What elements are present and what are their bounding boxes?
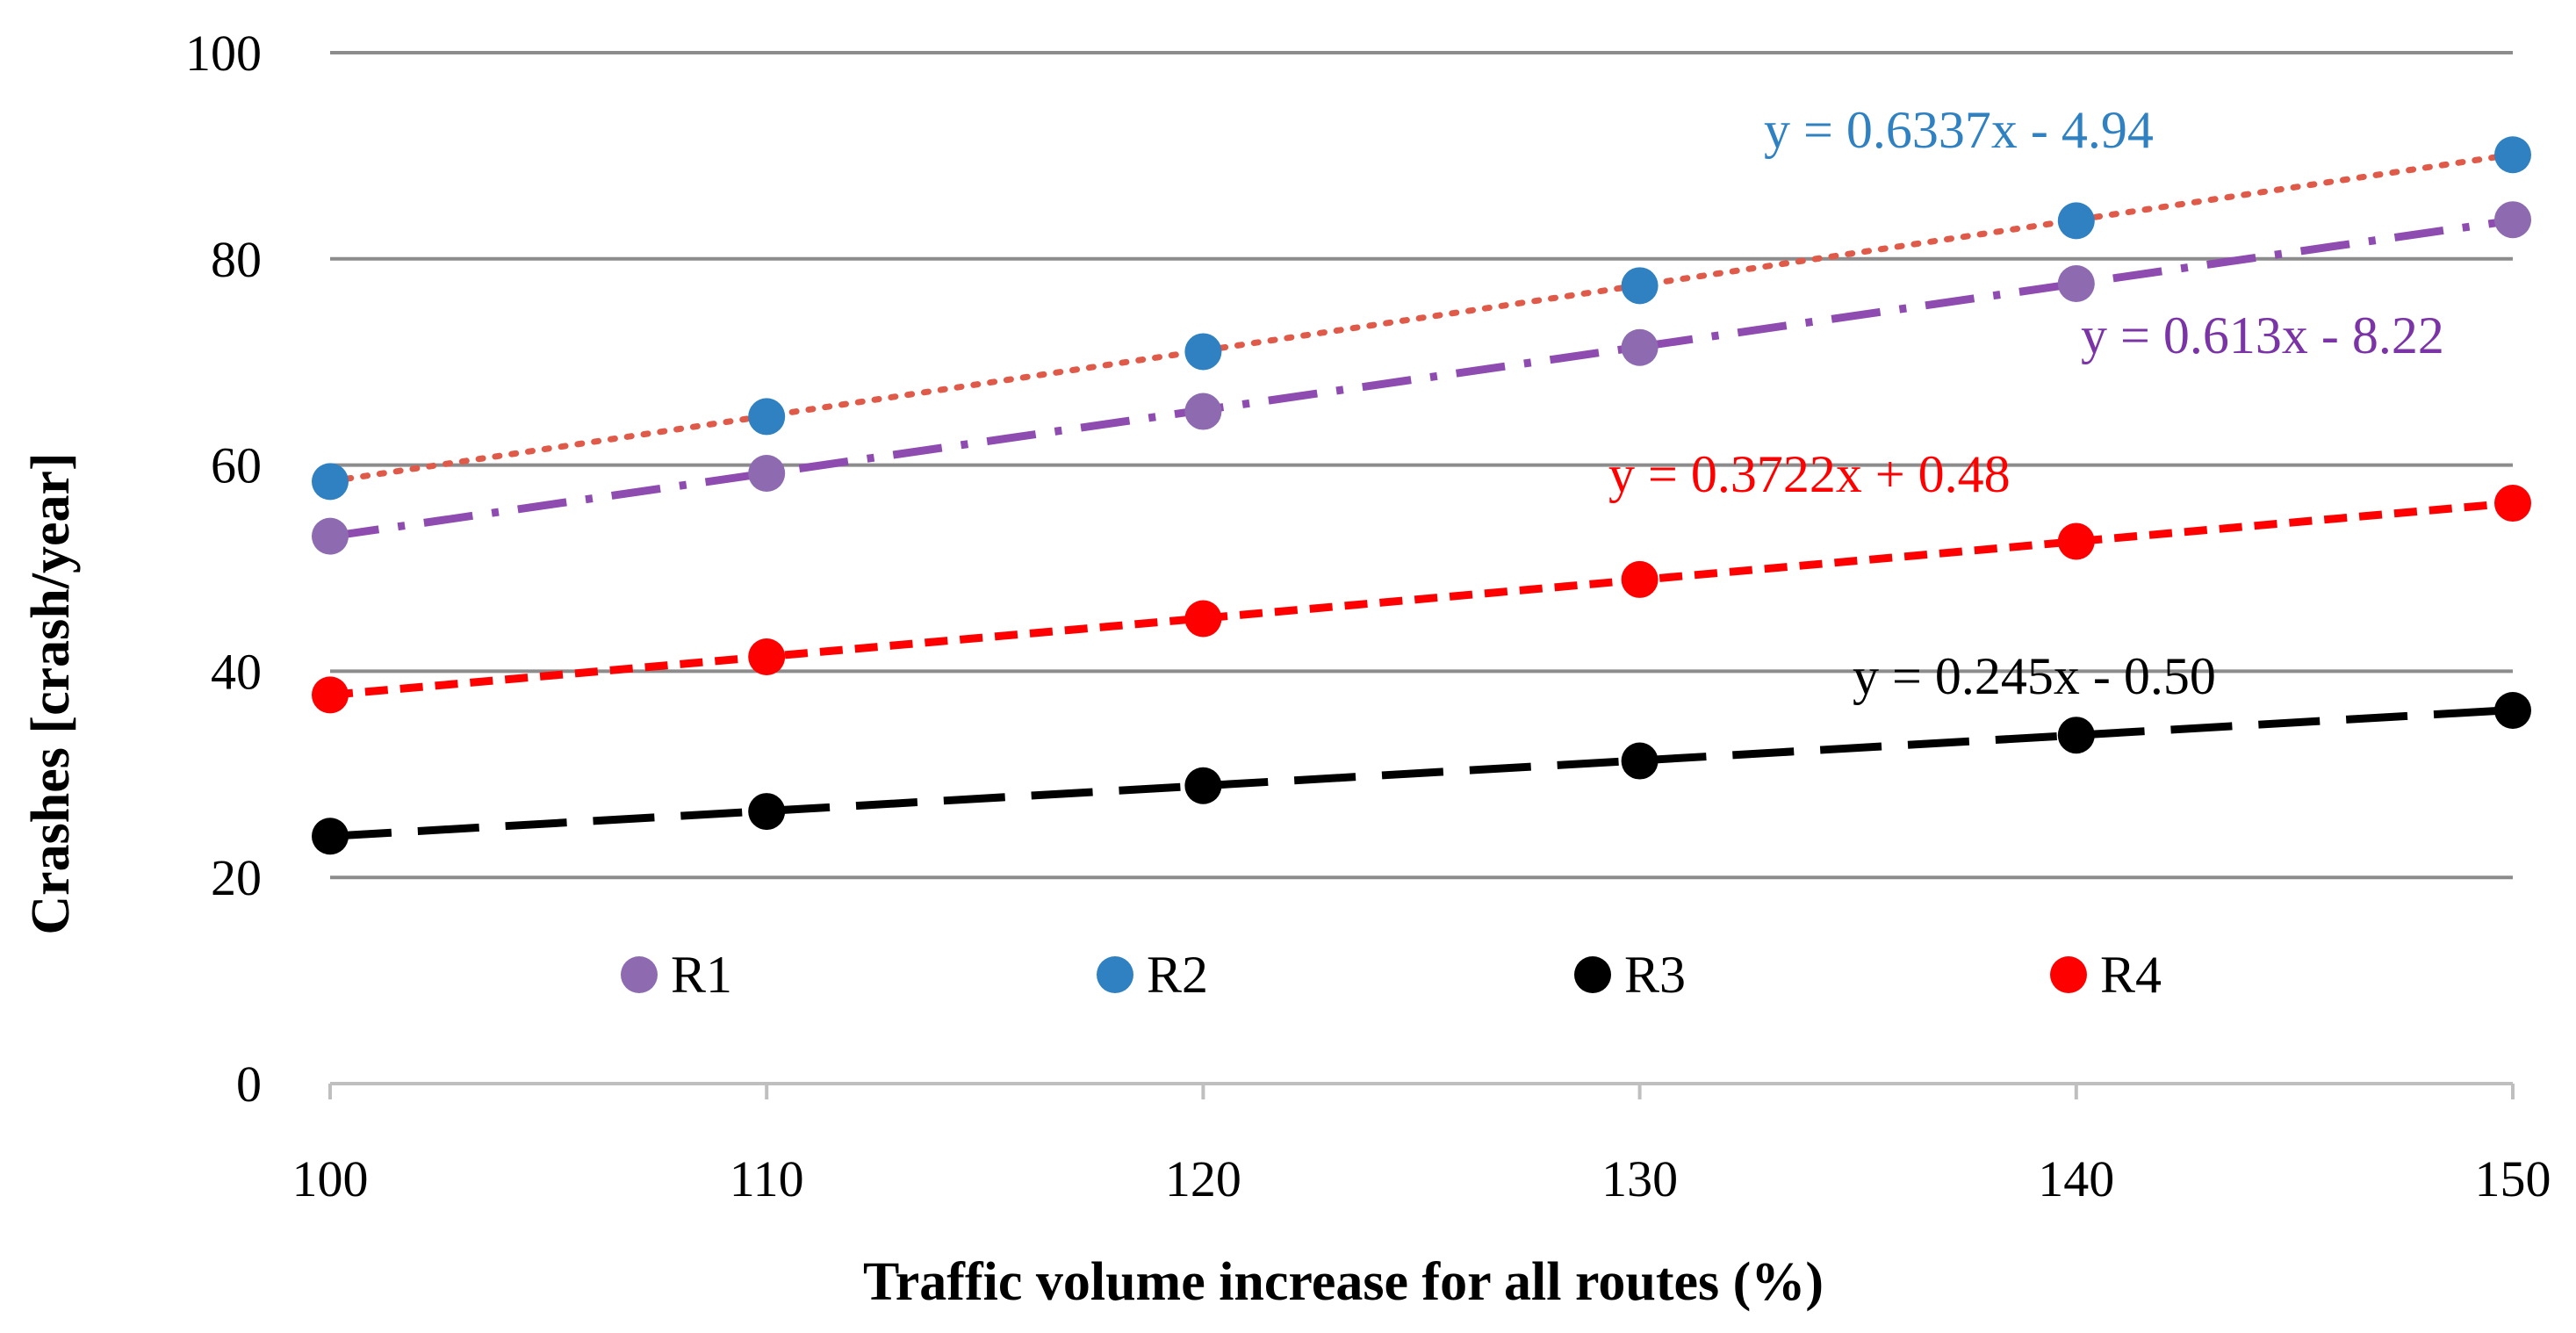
y-tick-label-20: 20 (211, 849, 262, 906)
point-R1-140 (2057, 264, 2095, 302)
point-R1-100 (312, 517, 349, 555)
equation-R4: y = 0.3722x + 0.48 (1608, 445, 2011, 503)
point-R3-150 (2494, 692, 2531, 730)
y-axis-tick-labels: 0 20 40 60 80 100 (185, 25, 262, 1113)
x-tick-label-130: 130 (1601, 1150, 1678, 1207)
point-R4-120 (1184, 600, 1222, 638)
point-R3-110 (748, 793, 786, 831)
y-tick-label-100: 100 (185, 25, 262, 82)
x-axis-tick-labels: 100 110 120 130 140 150 (292, 1150, 2551, 1207)
legend-label-R3: R3 (1624, 946, 1686, 1004)
point-R3-120 (1184, 767, 1222, 804)
legend-marker-R4 (2050, 956, 2087, 993)
legend-marker-R1 (621, 956, 658, 993)
legend-label-R1: R1 (671, 946, 732, 1004)
point-R3-100 (312, 818, 349, 855)
legend-marker-R2 (1097, 956, 1133, 993)
x-axis (328, 1082, 2515, 1099)
point-R4-100 (312, 676, 349, 714)
point-R1-150 (2494, 201, 2531, 239)
y-axis-title: Crashes [crash/year] (21, 452, 81, 934)
point-R2-110 (748, 398, 786, 436)
point-R2-130 (1621, 267, 1659, 305)
x-tick-label-110: 110 (730, 1150, 804, 1207)
point-R2-150 (2494, 136, 2531, 174)
x-tick-label-100: 100 (292, 1150, 369, 1207)
point-R4-140 (2057, 522, 2095, 560)
point-R1-110 (748, 454, 786, 492)
point-R4-130 (1621, 560, 1659, 598)
equation-R1: y = 0.613x - 8.22 (2081, 306, 2444, 364)
point-R2-100 (312, 463, 349, 501)
data-points (312, 136, 2531, 855)
equation-R3: y = 0.245x - 0.50 (1853, 647, 2216, 705)
x-tick-label-120: 120 (1165, 1150, 1241, 1207)
x-tick-label-140: 140 (2038, 1150, 2114, 1207)
y-tick-label-0: 0 (236, 1056, 262, 1113)
trendline-R3 (329, 705, 2514, 840)
point-R2-120 (1184, 333, 1222, 371)
trendline-R1 (329, 216, 2514, 541)
grid-lines (330, 51, 2513, 880)
legend-label-R2: R2 (1147, 946, 1208, 1004)
equation-R2: y = 0.6337x - 4.94 (1764, 101, 2154, 159)
trendline-R4 (329, 499, 2514, 699)
y-tick-label-80: 80 (211, 231, 262, 288)
point-R2-140 (2057, 202, 2095, 240)
x-tick-label-150: 150 (2475, 1150, 2551, 1207)
legend-marker-R3 (1574, 956, 1611, 993)
y-tick-label-60: 60 (211, 437, 262, 494)
point-R3-130 (1621, 742, 1659, 780)
point-R4-110 (748, 638, 786, 675)
point-R3-140 (2057, 717, 2095, 754)
y-tick-label-40: 40 (211, 643, 262, 700)
point-R4-150 (2494, 485, 2531, 522)
legend-label-R4: R4 (2100, 946, 2162, 1004)
trendline-equations: y = 0.6337x - 4.94 y = 0.613x - 8.22 y = 0… (1608, 101, 2444, 705)
trendlines (327, 151, 2516, 840)
point-R1-130 (1621, 328, 1659, 366)
point-R1-120 (1184, 393, 1222, 430)
x-axis-title: Traffic volume increase for all routes (… (863, 1252, 1824, 1312)
trendline-R2 (327, 151, 2516, 485)
legend: R1 R2 R3 R4 (621, 946, 2162, 1004)
